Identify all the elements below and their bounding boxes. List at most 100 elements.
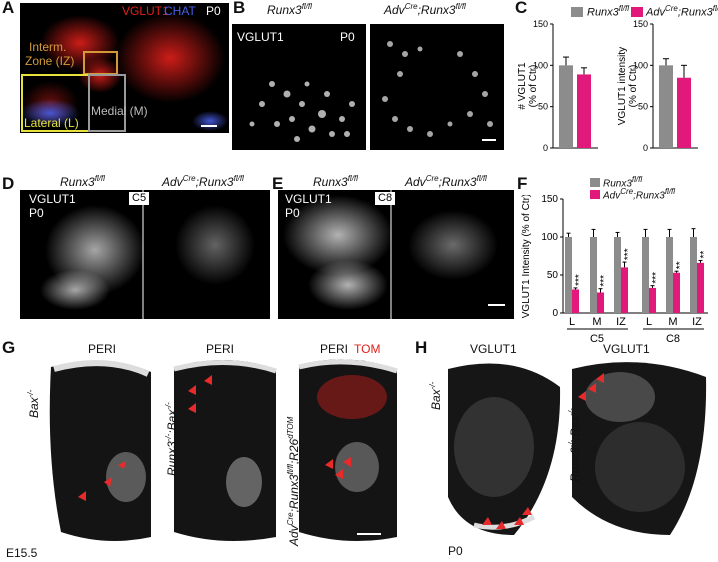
f-x-tick-label: L — [646, 316, 652, 328]
b-left-title: Runx3fl/fl — [267, 2, 312, 17]
g3-image — [297, 357, 401, 547]
f-chart: 0 50 100 150 *** L *** M *** IZ *** L ** M ** IZ C5 C8 VGL… — [521, 195, 710, 345]
g3-peri: PERI — [320, 342, 349, 356]
f-group-label-c5: C5 — [590, 333, 604, 345]
f-bar-mutant — [649, 287, 656, 313]
c-y-tick-label: 150 — [533, 19, 548, 29]
c-legend-ctrl: Runx3fl/fl — [587, 4, 630, 19]
g1-image — [46, 357, 156, 547]
panel-label-d: D — [2, 174, 15, 193]
e-right-title: AdvCre;Runx3fl/fl — [405, 174, 487, 189]
h2-micrograph — [572, 362, 707, 535]
b-age: P0 — [340, 30, 355, 44]
f-x-tick-label: IZ — [616, 316, 626, 328]
e-segment: C8 — [375, 192, 396, 205]
d-left-title: Runx3fl/fl — [60, 174, 105, 189]
f-bar-mutant — [673, 272, 680, 313]
c-y-tick-label: 100 — [533, 60, 548, 70]
f-y-tick-label: 0 — [552, 308, 558, 319]
f-bar-control — [565, 237, 572, 313]
panel-label-a: A — [2, 0, 15, 17]
c-legend-mut-swatch — [631, 7, 643, 17]
d-right-title: AdvCre;Runx3fl/fl — [162, 174, 244, 189]
c-bar-control — [559, 65, 573, 148]
c-bar-mutant — [677, 77, 691, 148]
e-micrograph — [283, 190, 498, 319]
c-y-tick-label: 150 — [633, 19, 648, 29]
f-x-tick-label: IZ — [692, 316, 702, 328]
f-bar-control — [590, 237, 597, 313]
e-left-title: Runx3fl/fl — [313, 174, 358, 189]
a-lateral-label: Lateral (L) — [24, 116, 79, 130]
h1-micrograph — [448, 363, 561, 535]
c-charts: 0 50 100 150 # VGLUT1(% of Ctr) 0 50 100 150 VGLU… — [517, 19, 698, 152]
b-left-micrograph — [249, 81, 355, 142]
d-age: P0 — [29, 206, 44, 220]
b-right-title: AdvCre;Runx3fl/fl — [384, 2, 466, 17]
f-bar-mutant — [621, 267, 628, 313]
f-y-tick-label: 50 — [547, 270, 559, 281]
d-image: VGLUT1 P0 C5 — [20, 190, 270, 319]
c-y-tick-label: 50 — [638, 102, 648, 112]
g1-peri: PERI — [88, 342, 117, 356]
f-legend-mut: AdvCre;Runx3fl/fl — [603, 187, 676, 202]
g1-genotype: Bax-/- — [26, 389, 41, 418]
f-y-axis-label: VGLUT1 Intensity (% of Ctr) — [521, 195, 532, 318]
f-y-tick-label: 100 — [541, 232, 558, 243]
g2-micrograph — [173, 359, 277, 541]
g-age: E15.5 — [6, 546, 38, 560]
g2-image — [172, 357, 280, 547]
f-bar-control — [690, 237, 697, 313]
f-x-tick-label: M — [592, 316, 601, 328]
e-image: VGLUT1 P0 C8 — [278, 190, 514, 319]
panel-label-g: G — [2, 338, 16, 357]
c-y-tick-label: 0 — [643, 143, 648, 152]
panel-a-image: VGLUT1 CHAT P0 Interm. Zone (IZ) Lateral… — [20, 3, 229, 133]
c-bar-mutant — [577, 74, 591, 148]
panel-label-e: E — [272, 174, 284, 193]
d-marker: VGLUT1 — [29, 192, 76, 206]
h1-marker: VGLUT1 — [470, 342, 517, 356]
f-legend-ctrl: Runx3fl/fl — [603, 175, 643, 190]
g2-peri: PERI — [206, 342, 235, 356]
f-significance: *** — [623, 248, 634, 260]
b-left-image: VGLUT1 P0 — [232, 24, 366, 150]
panel-label-b: B — [233, 0, 246, 17]
g1-micrograph — [49, 360, 151, 541]
c-bar-control — [659, 65, 673, 148]
panel-a-micrograph — [20, 13, 228, 132]
f-significance: ** — [675, 261, 686, 269]
c-y-tick-label: 50 — [538, 102, 548, 112]
f-bar-mutant — [572, 289, 579, 313]
d-segment: C5 — [129, 192, 150, 205]
g3-tom: TOM — [354, 342, 381, 356]
b-scale-bar — [482, 139, 496, 141]
b-marker: VGLUT1 — [237, 30, 284, 44]
d-micrograph — [40, 190, 255, 319]
panel-label-h: H — [415, 338, 428, 357]
f-significance: *** — [574, 274, 585, 286]
c-y-axis-label: VGLUT1 intensity(% of Ctr) — [617, 47, 639, 125]
g2-genotype: Runx3-/-;Bax-/- — [164, 402, 179, 476]
f-bar-mutant — [697, 262, 704, 313]
h1-genotype: Bax-/- — [428, 381, 443, 410]
h1-image — [444, 357, 564, 537]
h-age: P0 — [448, 544, 463, 558]
f-bar-control — [666, 237, 673, 313]
c-legend-ctrl-swatch — [571, 7, 583, 17]
b-right-micrograph — [382, 41, 493, 137]
f-legend-mut-swatch — [590, 190, 600, 199]
f-significance: *** — [651, 272, 662, 284]
f-bar-mutant — [597, 292, 604, 313]
f-y-tick-label: 150 — [541, 195, 558, 205]
a-age: P0 — [206, 4, 221, 18]
f-legend-ctrl-swatch — [590, 178, 600, 187]
panel-label-c: C — [515, 0, 528, 17]
a-marker-red: VGLUT1 — [122, 4, 169, 18]
c-legend-mut: AdvCre;Runx3fl/fl — [646, 4, 718, 19]
e-age: P0 — [285, 206, 300, 220]
g3-genotype: AdvCre;Runx3fl/fl;R26dTOM — [286, 416, 301, 546]
c-y-tick-label: 100 — [633, 60, 648, 70]
e-marker: VGLUT1 — [285, 192, 332, 206]
a-scale-bar — [201, 125, 217, 127]
